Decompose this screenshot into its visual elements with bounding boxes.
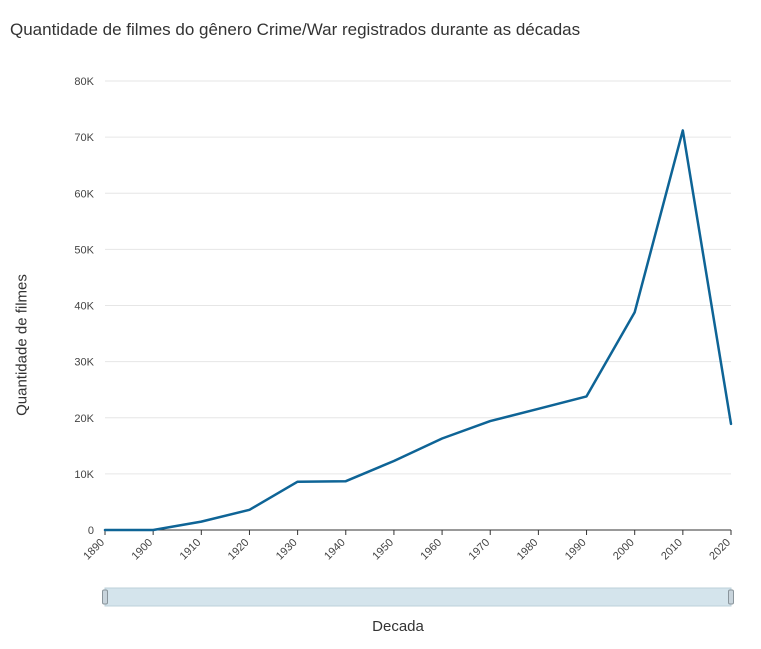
series-line (103, 129, 733, 532)
y-axis-ticks: 0 10K 20K 30K 40K 50K 60K 70K 80K (74, 76, 94, 537)
chart-title: Quantidade de filmes do gênero Crime/War… (10, 20, 581, 39)
x-tick-label: 1960 (418, 537, 444, 563)
series-group (103, 129, 733, 532)
y-tick-label: 40K (74, 301, 94, 313)
range-slider[interactable] (102, 587, 734, 607)
x-tick-label: 1900 (129, 537, 155, 563)
y-tick-label: 10K (74, 469, 94, 481)
x-tick-label: 1940 (322, 537, 348, 563)
x-tick-label: 1980 (515, 537, 541, 563)
range-slider-handle-right[interactable] (728, 589, 734, 605)
range-slider-track[interactable] (104, 587, 732, 607)
y-tick-label: 70K (74, 132, 94, 144)
x-tick-label: 1950 (370, 537, 396, 563)
y-tick-label: 60K (74, 188, 94, 200)
x-tick-label: 1920 (226, 537, 252, 563)
y-tick-label: 50K (74, 244, 94, 256)
x-tick-label: 2010 (659, 537, 685, 563)
x-tick-label: 1970 (467, 537, 493, 563)
x-tick-label: 1910 (178, 537, 204, 563)
x-tick-label: 1890 (81, 537, 107, 563)
grid-lines (105, 80, 731, 475)
y-tick-label: 30K (74, 357, 94, 369)
x-axis-ticks: 1890 1900 1910 1920 1930 1940 1950 1960 1970 1980… (81, 530, 733, 562)
x-axis-label: Decada (372, 618, 424, 635)
range-slider-handle-left[interactable] (102, 589, 108, 605)
x-tick-label: 2020 (707, 537, 733, 563)
y-tick-label: 20K (74, 413, 94, 425)
y-tick-label: 0 (88, 525, 94, 537)
y-tick-label: 80K (74, 76, 94, 88)
x-tick-label: 2000 (611, 537, 637, 563)
x-tick-label: 1990 (563, 537, 589, 563)
x-tick-label: 1930 (274, 537, 300, 563)
